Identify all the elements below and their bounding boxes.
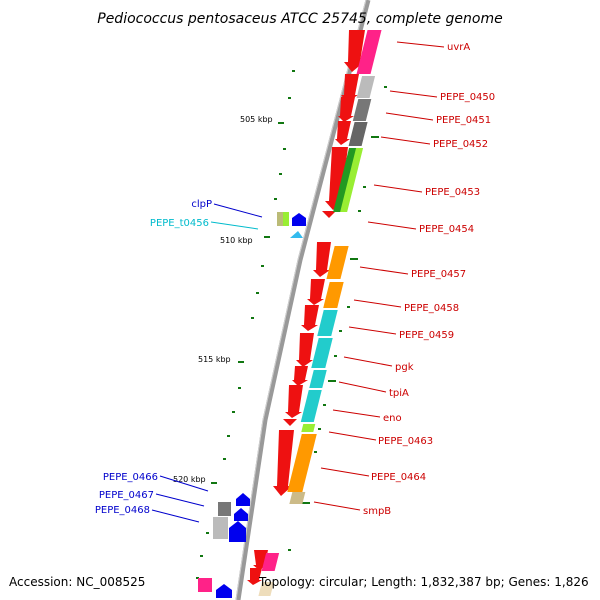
leader-line-t0456 [210, 221, 259, 230]
ruler-label-505: 505 kbp [240, 115, 273, 124]
gene-label-pepe-0468[interactable]: PEPE_0468 [95, 505, 150, 516]
gene-arrow [285, 385, 303, 418]
gene-block [218, 502, 231, 516]
outer-row-genes [258, 30, 382, 596]
gene-block [277, 212, 283, 226]
gene-block [287, 434, 317, 492]
outer-ticks [288, 86, 387, 551]
gene-label-pepe-0451[interactable]: PEPE_0451 [436, 115, 491, 126]
gene-label-pepe-0464[interactable]: PEPE_0464 [371, 472, 426, 483]
genome-backbone-highlight [235, 0, 367, 600]
gene-arrow [307, 279, 325, 305]
leader-line-0467 [155, 493, 205, 507]
gene-block [258, 582, 274, 596]
gene-block [356, 30, 382, 74]
ruler-label-515: 515 kbp [198, 355, 231, 364]
leader-line-clpP [213, 203, 263, 218]
gene-label-pepe-0457[interactable]: PEPE_0457 [411, 269, 466, 280]
leader-line-0468 [151, 509, 200, 523]
gene-arrow [234, 508, 248, 521]
gene-label-pepe-0454[interactable]: PEPE_0454 [419, 224, 474, 235]
forward-genes [247, 30, 365, 585]
gene-arrow [292, 213, 306, 226]
gene-label-uvrA[interactable]: uvrA [447, 42, 470, 53]
gene-arrow [301, 305, 319, 331]
gene-label-pgk[interactable]: pgk [395, 362, 414, 373]
gene-block [300, 390, 322, 422]
map-title: Pediococcus pentosaceus ATCC 25745, comp… [97, 11, 502, 27]
ruler-label-520: 520 kbp [173, 475, 206, 484]
gene-block [198, 578, 212, 592]
gene-block [311, 338, 333, 368]
gene-arrow [313, 242, 331, 277]
gene-block [213, 517, 228, 539]
gene-arrow [325, 147, 348, 210]
gene-arrow [236, 493, 250, 506]
topology-text: Topology: circular; Length: 1,832,387 bp… [258, 575, 589, 589]
gene-block [317, 310, 338, 336]
gene-label-pepe-0467[interactable]: PEPE_0467 [99, 490, 154, 501]
gene-arrow [229, 521, 246, 542]
gene-arrow [290, 231, 303, 238]
leader-lines-right [313, 41, 445, 511]
gene-arrow [247, 568, 262, 585]
accession-text: Accession: NC_008525 [9, 575, 145, 589]
gene-arrow [216, 584, 232, 598]
gene-label-pepe-0452[interactable]: PEPE_0452 [433, 139, 488, 150]
gene-block [352, 99, 372, 121]
gene-label-pepe-0459[interactable]: PEPE_0459 [399, 330, 454, 341]
gene-label-clpP[interactable]: clpP [191, 199, 212, 210]
genome-backbone [235, 0, 371, 600]
gene-block [301, 424, 316, 432]
gene-block [283, 212, 289, 226]
gene-label-eno[interactable]: eno [383, 413, 402, 424]
gene-block [309, 370, 327, 388]
gene-block [348, 122, 368, 146]
gene-arrow [273, 430, 294, 496]
gene-label-pepe-t0456[interactable]: PEPE_t0456 [150, 218, 209, 229]
gene-block [289, 492, 306, 504]
ruler-label-510: 510 kbp [220, 236, 253, 245]
inner-ticks [196, 70, 295, 579]
gene-label-pepe-0453[interactable]: PEPE_0453 [425, 187, 480, 198]
gene-arrow [338, 97, 355, 122]
gene-block [326, 246, 349, 279]
gene-arrow [296, 333, 314, 367]
gene-block [333, 148, 358, 212]
gene-arrow [341, 74, 359, 102]
gene-label-pepe-0466[interactable]: PEPE_0466 [103, 472, 158, 483]
gene-label-pepe-0463[interactable]: PEPE_0463 [378, 436, 433, 447]
gene-arrow [292, 366, 308, 386]
gene-arrow [283, 419, 297, 426]
gene-block [261, 553, 280, 571]
gene-arrow [322, 211, 336, 218]
gene-block [356, 76, 376, 98]
leader-line-0466 [159, 475, 209, 492]
gene-label-smpB[interactable]: smpB [363, 506, 391, 517]
gene-block [323, 282, 344, 308]
gene-label-pepe-0458[interactable]: PEPE_0458 [404, 303, 459, 314]
gene-label-tpiA[interactable]: tpiA [389, 388, 409, 399]
reverse-genes [198, 212, 306, 598]
gene-label-pepe-0450[interactable]: PEPE_0450 [440, 92, 495, 103]
gene-block [340, 148, 364, 212]
gene-arrow [335, 121, 351, 145]
